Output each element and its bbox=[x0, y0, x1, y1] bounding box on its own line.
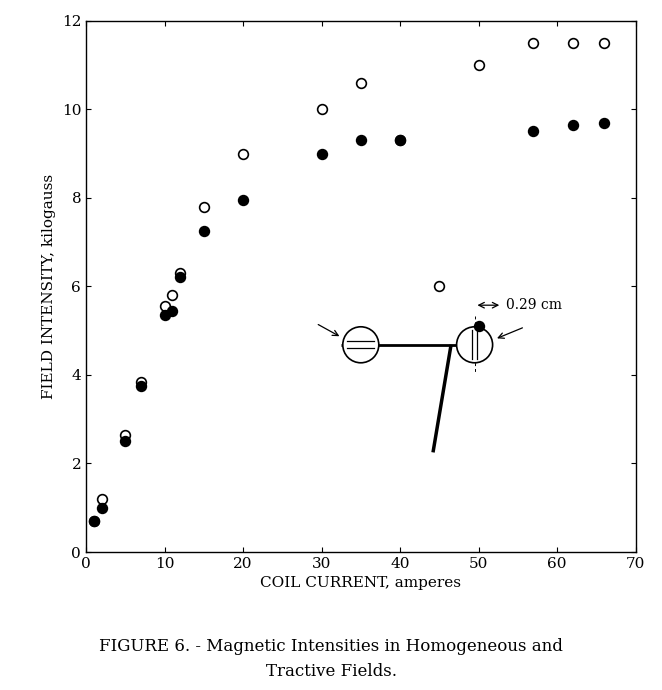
Text: 0.29 cm: 0.29 cm bbox=[506, 298, 562, 312]
Ellipse shape bbox=[457, 327, 493, 363]
Text: FIGURE 6. - Magnetic Intensities in Homogeneous and
Tractive Fields.: FIGURE 6. - Magnetic Intensities in Homo… bbox=[99, 638, 563, 680]
X-axis label: COIL CURRENT, amperes: COIL CURRENT, amperes bbox=[260, 576, 461, 591]
Y-axis label: FIELD INTENSITY, kilogauss: FIELD INTENSITY, kilogauss bbox=[42, 174, 56, 399]
Ellipse shape bbox=[343, 327, 379, 363]
